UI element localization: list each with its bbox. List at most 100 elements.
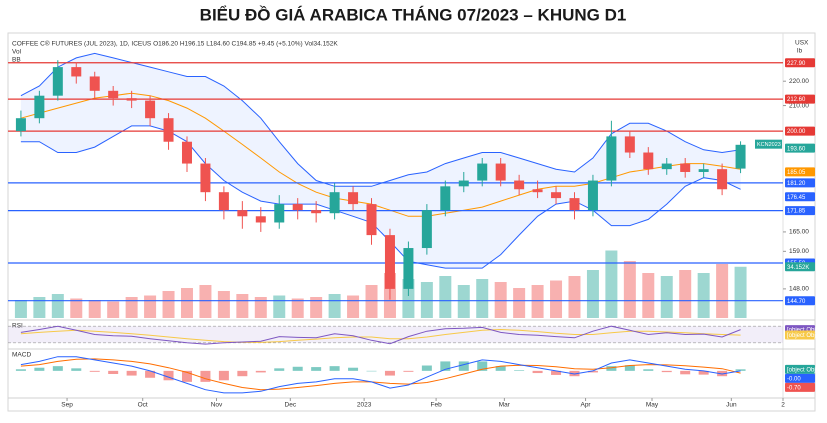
macd-histogram-bar <box>606 366 617 371</box>
volume-bar <box>273 295 286 318</box>
volume-bar <box>254 297 267 318</box>
price-tag-label: 200.00 <box>787 129 806 135</box>
macd-histogram-bar <box>274 368 285 371</box>
volume-bar <box>217 291 230 318</box>
volume-bar <box>531 285 544 318</box>
volume-bar <box>697 273 710 318</box>
volume-bar <box>125 297 138 318</box>
y-tick-label: 159.00 <box>789 248 809 255</box>
candle-body <box>181 141 192 164</box>
candle-body <box>643 152 654 170</box>
volume-bar <box>144 295 157 318</box>
volume-bar <box>420 282 433 318</box>
volume-bar <box>14 300 27 318</box>
macd-histogram-bar <box>292 366 303 371</box>
candle-body <box>292 204 303 211</box>
macd-histogram-bar <box>71 368 82 371</box>
price-tag <box>785 206 815 216</box>
candle-body <box>108 90 119 99</box>
price-tag <box>785 192 815 202</box>
macd-histogram-bar <box>384 370 395 376</box>
macd-histogram-bar <box>329 366 340 371</box>
price-tag <box>785 178 815 188</box>
macd-histogram-bar <box>698 370 709 375</box>
volume-bar <box>51 294 64 318</box>
price-tag <box>785 126 815 136</box>
price-tag-label: [object Object] <box>787 367 826 373</box>
candle-body <box>606 136 617 181</box>
candle-body <box>477 163 488 181</box>
macd-histogram-bar <box>551 370 562 375</box>
price-tag <box>785 296 815 306</box>
price-tag <box>785 167 815 177</box>
price-tag-label: 212.60 <box>787 97 806 103</box>
y-tick-label: 165.00 <box>789 229 809 236</box>
candle-body <box>458 180 469 187</box>
candle-body <box>15 118 26 132</box>
macd-histogram-bar <box>163 370 174 381</box>
macd-histogram-bar <box>458 361 469 371</box>
candle-body <box>52 67 63 96</box>
volume-bar <box>550 280 563 318</box>
price-tag-label: 144.70 <box>787 299 806 305</box>
macd-histogram-bar <box>108 370 119 374</box>
volume-bar <box>33 297 46 318</box>
price-tag <box>785 330 815 340</box>
chart-frame <box>7 32 816 412</box>
macd-histogram-bar <box>366 370 377 372</box>
price-tag <box>785 262 815 272</box>
x-tick-label: 2 <box>781 402 785 409</box>
macd-histogram-bar <box>403 370 414 372</box>
unit-label: lb <box>797 48 802 55</box>
volume-bar <box>291 298 304 318</box>
price-tag-label: 227.90 <box>787 61 806 67</box>
macd-histogram-bar <box>200 370 211 382</box>
macd-histogram-bar <box>34 367 45 371</box>
candle-body <box>661 163 672 170</box>
y-tick-label: 220.00 <box>789 78 809 85</box>
volume-bar <box>88 300 101 318</box>
candle-body <box>200 163 211 193</box>
macd-histogram-bar <box>218 370 229 381</box>
macd-histogram-bar <box>643 369 654 371</box>
candle-body <box>348 192 359 205</box>
price-tag-label: -0.70 <box>787 385 801 391</box>
volume-bar <box>476 279 489 318</box>
volume-bar <box>236 294 249 318</box>
candle-body <box>255 216 266 223</box>
candle-body <box>717 169 728 190</box>
symbol-tag-label: KCN2023 <box>757 142 781 148</box>
bollinger-fill <box>20 53 741 269</box>
legend-text: COFFEE C® FUTURES (JUL 2023), 1D, ICEUS … <box>12 40 338 48</box>
volume-bar <box>679 270 692 318</box>
volume-bar <box>439 276 452 318</box>
macd-histogram-bar <box>237 370 248 377</box>
macd-line <box>20 356 741 394</box>
candle-body <box>366 204 377 236</box>
x-tick-label: Dec <box>285 402 297 409</box>
volume-bar <box>642 273 655 318</box>
candle-body <box>163 118 174 142</box>
panel-label: MACD <box>12 352 31 359</box>
candle-body <box>551 192 562 199</box>
price-tag <box>785 382 815 392</box>
candle-body <box>218 192 229 211</box>
overlay-label: Vol <box>12 49 22 56</box>
volume-bar <box>107 301 120 318</box>
macd-histogram-bar <box>514 370 525 371</box>
macd-histogram-bar <box>145 370 156 378</box>
bollinger-lower <box>20 125 741 269</box>
macd-signal-line <box>20 358 741 391</box>
candle-body <box>735 144 746 169</box>
panel-label: RSI <box>12 323 23 330</box>
page-title: BIỂU ĐỒ GIÁ ARABICA THÁNG 07/2023 – KHUN… <box>200 5 627 24</box>
candle-body <box>680 163 691 172</box>
y-tick-label: 148.00 <box>789 286 809 293</box>
macd-histogram-bar <box>255 370 266 373</box>
volume-bar <box>660 276 673 318</box>
macd-histogram-bar <box>661 370 672 373</box>
volume-bar <box>513 288 526 318</box>
price-tag-label: 176.45 <box>787 195 806 201</box>
candle-body <box>532 189 543 193</box>
unit-label: USX <box>795 40 809 47</box>
